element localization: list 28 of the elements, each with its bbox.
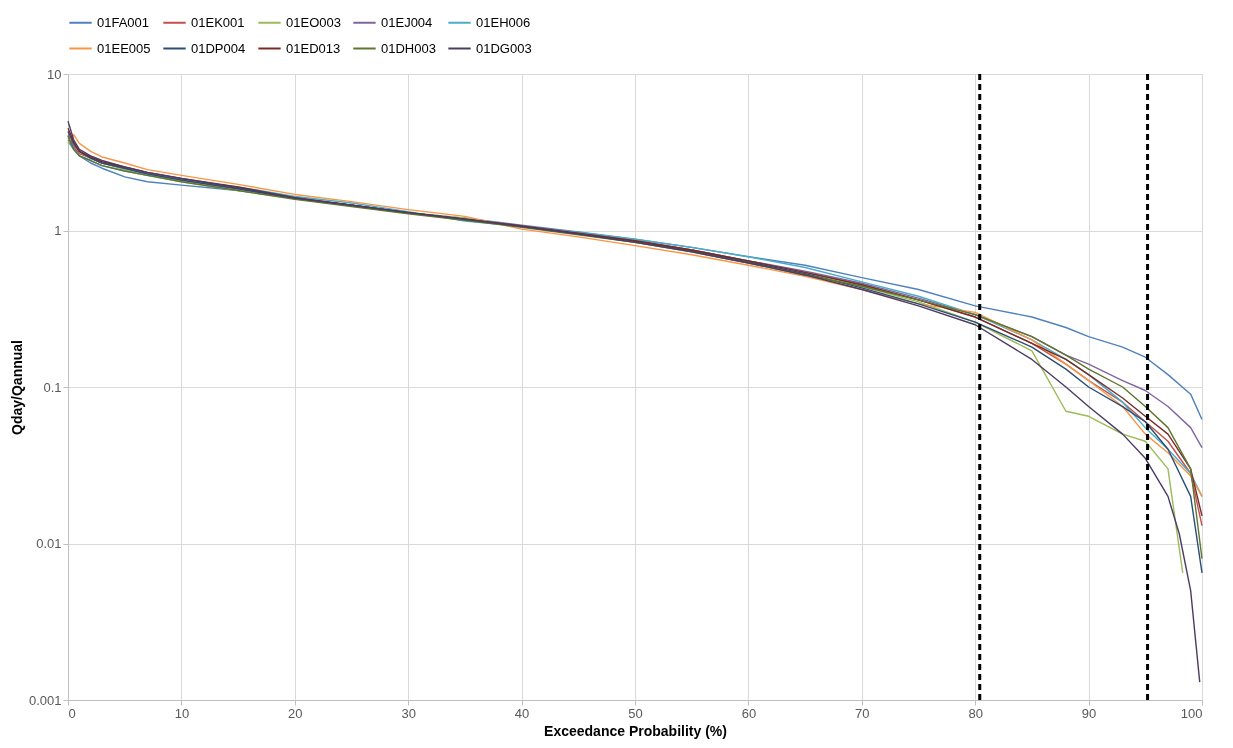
- x-axis-title: Exceedance Probability (%): [544, 722, 727, 739]
- legend-label: 01DP004: [191, 40, 246, 56]
- legend-label: 01EO003: [286, 14, 341, 30]
- x-tick-label: 70: [855, 705, 870, 721]
- legend-label: 01EJ004: [381, 14, 433, 30]
- legend-label: 01ED013: [286, 40, 341, 56]
- y-tick-label: 10: [47, 66, 62, 82]
- y-tick-label: 0.1: [43, 379, 62, 395]
- legend-label: 01DH003: [381, 40, 436, 56]
- x-tick-label: 50: [628, 705, 643, 721]
- y-tick-label: 0.01: [36, 536, 62, 551]
- x-tick-label: 20: [288, 705, 303, 721]
- x-tick-label: 10: [174, 705, 190, 721]
- x-tick-label: 80: [968, 705, 983, 721]
- legend-label: 01EH006: [476, 14, 531, 30]
- legend-label: 01EK001: [191, 14, 245, 30]
- x-tick-label: 60: [741, 705, 757, 721]
- legend-label: 01DG003: [476, 40, 532, 56]
- x-tick-label: 100: [1180, 705, 1203, 721]
- y-axis-title: Qday/Qannual: [8, 340, 25, 435]
- legend-label: 01FA001: [97, 14, 150, 30]
- x-tick-label: 30: [401, 705, 416, 721]
- legend-label: 01EE005: [97, 40, 151, 56]
- x-tick-label: 90: [1081, 705, 1097, 721]
- x-tick-label: 40: [514, 705, 530, 721]
- y-tick-label: 0.001: [28, 692, 62, 708]
- y-tick-label: 1: [54, 223, 62, 238]
- x-tick-label: 0: [68, 705, 76, 721]
